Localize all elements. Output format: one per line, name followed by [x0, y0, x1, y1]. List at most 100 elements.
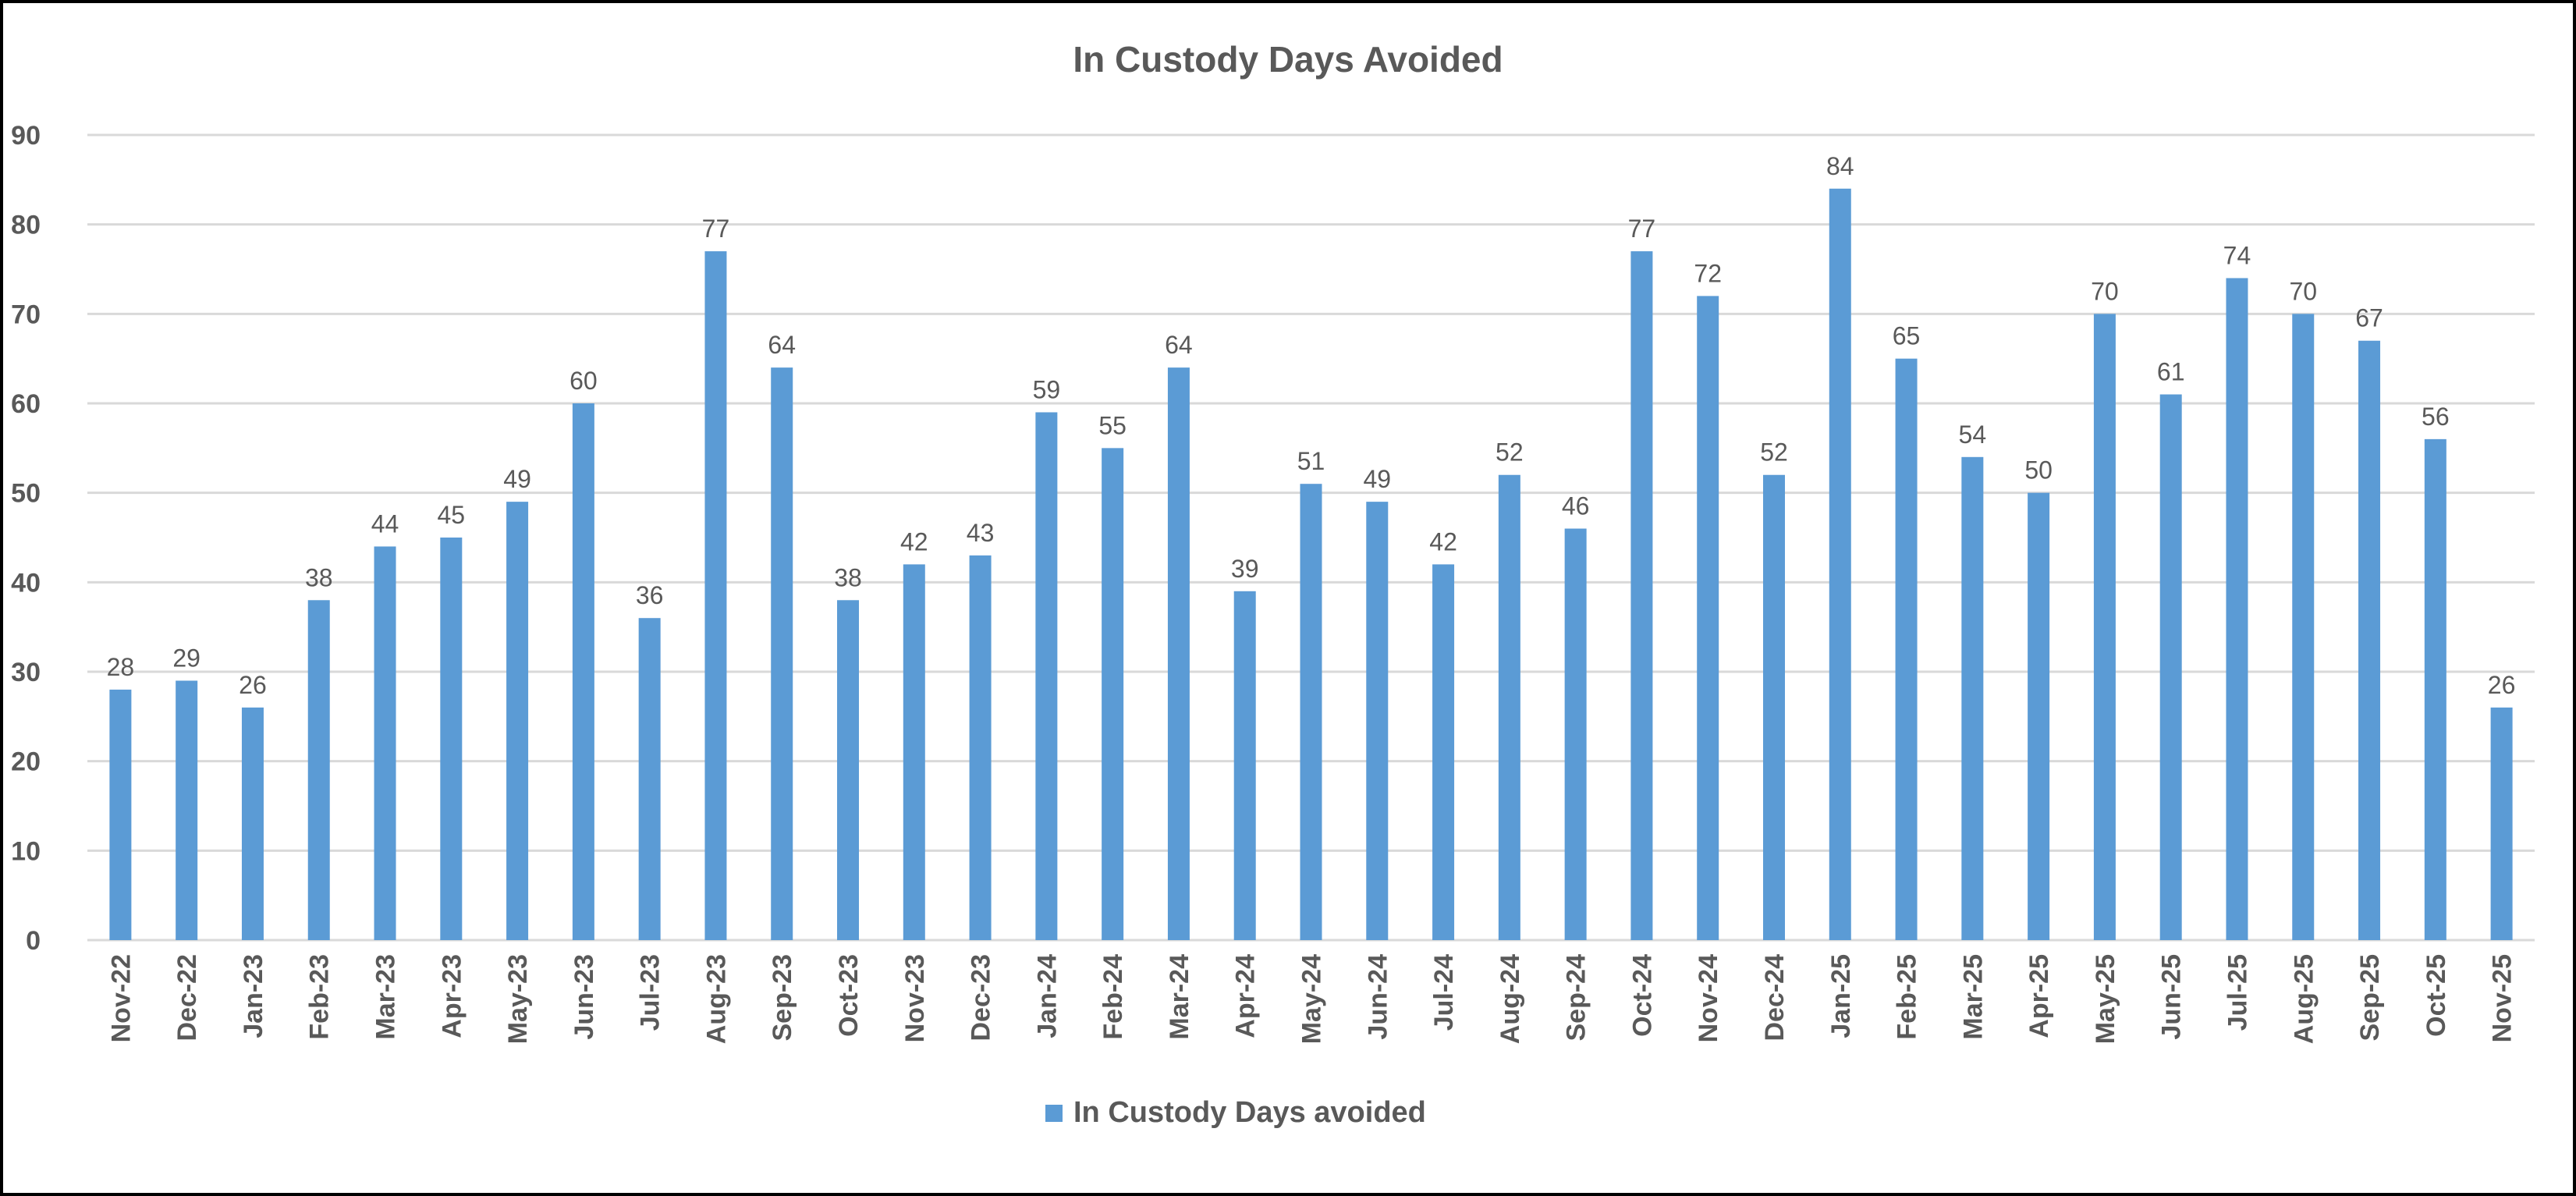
data-label: 42: [900, 527, 928, 555]
x-tick-label: Oct-23: [834, 954, 864, 1037]
x-tick-label: Jun-24: [1363, 954, 1393, 1040]
bar: [771, 367, 793, 941]
data-label: 72: [1694, 259, 1722, 287]
data-label: 44: [371, 509, 399, 538]
bar: [1035, 412, 1058, 940]
x-tick-label: Jun-23: [569, 954, 599, 1040]
y-tick-label: 10: [11, 836, 41, 866]
bar: [1895, 358, 1918, 941]
x-tick-label: Oct-24: [1627, 954, 1657, 1037]
data-label: 65: [1893, 322, 1921, 350]
bar: [969, 555, 992, 940]
bar: [1762, 474, 1785, 940]
bar: [1829, 188, 1851, 941]
x-tick-label: Nov-25: [2488, 954, 2517, 1042]
x-tick-label: Jul-24: [1429, 954, 1459, 1031]
bar: [1961, 456, 1984, 940]
data-label: 36: [636, 581, 664, 609]
data-label: 52: [1496, 438, 1524, 467]
data-label: 74: [2223, 241, 2251, 269]
x-tick-label: Oct-25: [2422, 954, 2451, 1037]
bar: [307, 600, 330, 940]
x-tick-label: Jul-23: [636, 954, 665, 1031]
bar: [2490, 707, 2513, 940]
x-tick-label: Aug-24: [1496, 954, 1525, 1044]
bar: [1432, 564, 1455, 940]
bar: [2292, 314, 2315, 940]
x-tick-label: Feb-23: [305, 954, 335, 1040]
bar: [1233, 591, 1256, 940]
data-label: 56: [2422, 403, 2450, 431]
y-tick-label: 50: [11, 479, 41, 509]
data-label: 64: [768, 331, 796, 359]
x-tick-label: Apr-24: [1231, 954, 1261, 1038]
data-label: 70: [2289, 277, 2317, 305]
bar: [903, 564, 925, 940]
x-tick-label: May-24: [1297, 954, 1327, 1044]
x-axis-ticks: Nov-22 Dec-22 Jan-23 Feb-23 Mar-23 Apr-23 May-…: [106, 954, 2517, 1044]
data-label: 55: [1098, 411, 1127, 439]
x-tick-label: Sep-25: [2355, 954, 2385, 1042]
data-label: 29: [172, 644, 200, 672]
bar: [374, 546, 396, 940]
x-tick-label: Apr-25: [2024, 954, 2054, 1038]
y-tick-label: 0: [26, 926, 41, 956]
x-tick-label: Jan-25: [1826, 954, 1856, 1038]
bar: [704, 251, 727, 941]
bar: [1564, 528, 1587, 940]
data-label: 42: [1429, 527, 1457, 555]
x-tick-label: Nov-22: [106, 954, 136, 1042]
bar: [837, 600, 860, 940]
data-label: 84: [1826, 152, 1854, 180]
bar: [1167, 367, 1190, 941]
legend-label: In Custody Days avoided: [1073, 1096, 1426, 1129]
gridlines: [87, 133, 2535, 942]
x-tick-label: Sep-23: [768, 954, 797, 1042]
x-tick-label: Nov-24: [1694, 954, 1723, 1042]
bar: [506, 502, 529, 940]
data-label: 39: [1231, 555, 1259, 583]
data-label: 43: [967, 519, 995, 547]
x-tick-label: Dec-22: [172, 954, 202, 1042]
y-axis-ticks: 0 10 20 30 40 50 60 70 80 90: [11, 121, 41, 956]
bars: [109, 188, 2513, 941]
x-tick-label: Mar-24: [1165, 954, 1194, 1040]
x-tick-label: Jan-24: [1032, 954, 1062, 1038]
data-label: 50: [2024, 456, 2053, 484]
data-label: 64: [1165, 331, 1193, 359]
x-tick-label: Nov-23: [900, 954, 930, 1042]
chart-title: In Custody Days Avoided: [1073, 39, 1503, 80]
bar: [2226, 278, 2248, 940]
bar: [241, 707, 264, 940]
x-tick-label: May-23: [503, 954, 533, 1044]
bar: [2424, 438, 2446, 940]
bar: [1102, 448, 1124, 940]
data-label: 26: [239, 671, 267, 699]
bar: [2159, 394, 2182, 940]
data-labels: 28 29 26 38 44 45 49 60 36 77 64 38 42 43 59 55 64 39 51 49…: [107, 152, 2516, 699]
x-tick-label: Feb-25: [1893, 954, 1922, 1040]
legend: In Custody Days avoided: [1045, 1096, 1426, 1129]
data-label: 77: [1628, 215, 1656, 243]
x-tick-label: Aug-23: [701, 954, 731, 1044]
y-tick-label: 90: [11, 121, 41, 151]
y-tick-label: 60: [11, 389, 41, 419]
x-tick-label: Mar-23: [371, 954, 401, 1040]
y-tick-label: 30: [11, 658, 41, 687]
bar: [1498, 474, 1520, 940]
x-tick-label: Jun-25: [2157, 954, 2187, 1040]
data-label: 51: [1297, 447, 1325, 475]
bar: [109, 689, 132, 940]
x-tick-label: May-25: [2091, 954, 2120, 1044]
bar: [1630, 251, 1653, 941]
bar: [1366, 502, 1389, 940]
data-label: 38: [834, 563, 862, 591]
bar: [572, 403, 594, 940]
data-label: 60: [569, 367, 598, 395]
y-tick-label: 80: [11, 211, 41, 240]
bar: [176, 680, 198, 940]
x-tick-label: Feb-24: [1098, 954, 1128, 1040]
data-label: 28: [107, 653, 135, 681]
x-tick-label: Aug-25: [2289, 954, 2319, 1044]
